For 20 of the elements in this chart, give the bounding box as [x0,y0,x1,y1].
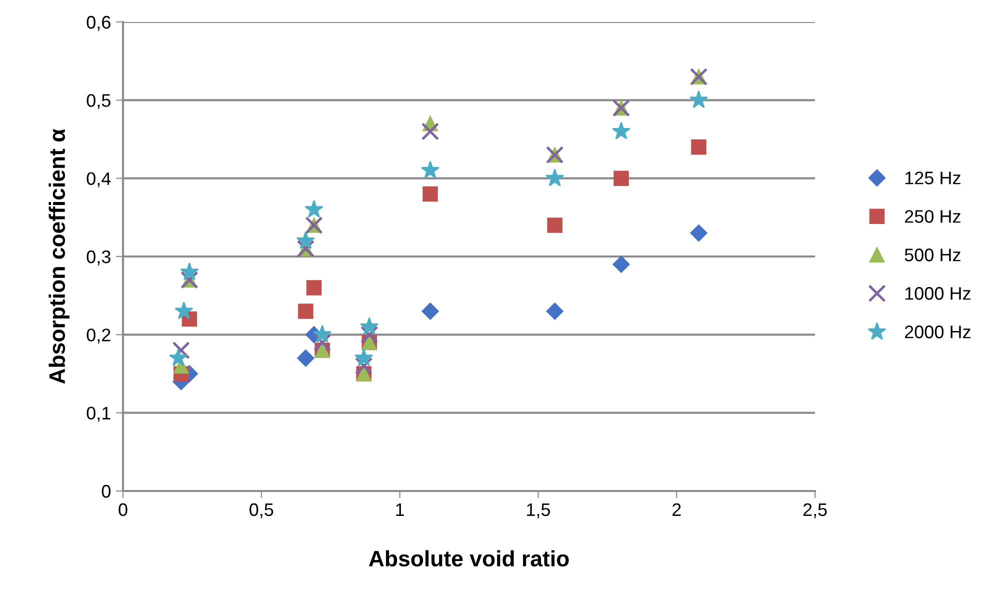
y-tick-label: 0,3 [86,250,110,266]
x-tick-label: 0 [118,503,128,516]
y-tick-label: 0,1 [86,406,110,422]
y-axis-title: Absorption coefficient α [48,128,70,384]
legend-label: 2000 Hz [904,326,970,338]
y-tick-label: 0,6 [86,16,110,31]
y-tick-label: 0,4 [86,172,111,188]
legend-label: 125 Hz [905,172,960,184]
x-tick-label: 2 [672,503,681,516]
y-tick-label: 0,2 [86,328,110,344]
y-tick-label: 0,5 [86,94,110,110]
x-tick-label: 1,5 [527,503,550,518]
legend-label: 1000 Hz [905,287,970,300]
x-tick-label: 2,5 [803,503,827,518]
legend-label: 250 Hz [904,210,960,223]
x-axis-title: Absolute void ratio [368,550,569,567]
y-tick-label: 0 [102,484,110,498]
x-tick-label: 1 [396,503,404,516]
legend-label: 500 Hz [904,248,960,262]
x-tick-label: 0,5 [250,503,274,518]
